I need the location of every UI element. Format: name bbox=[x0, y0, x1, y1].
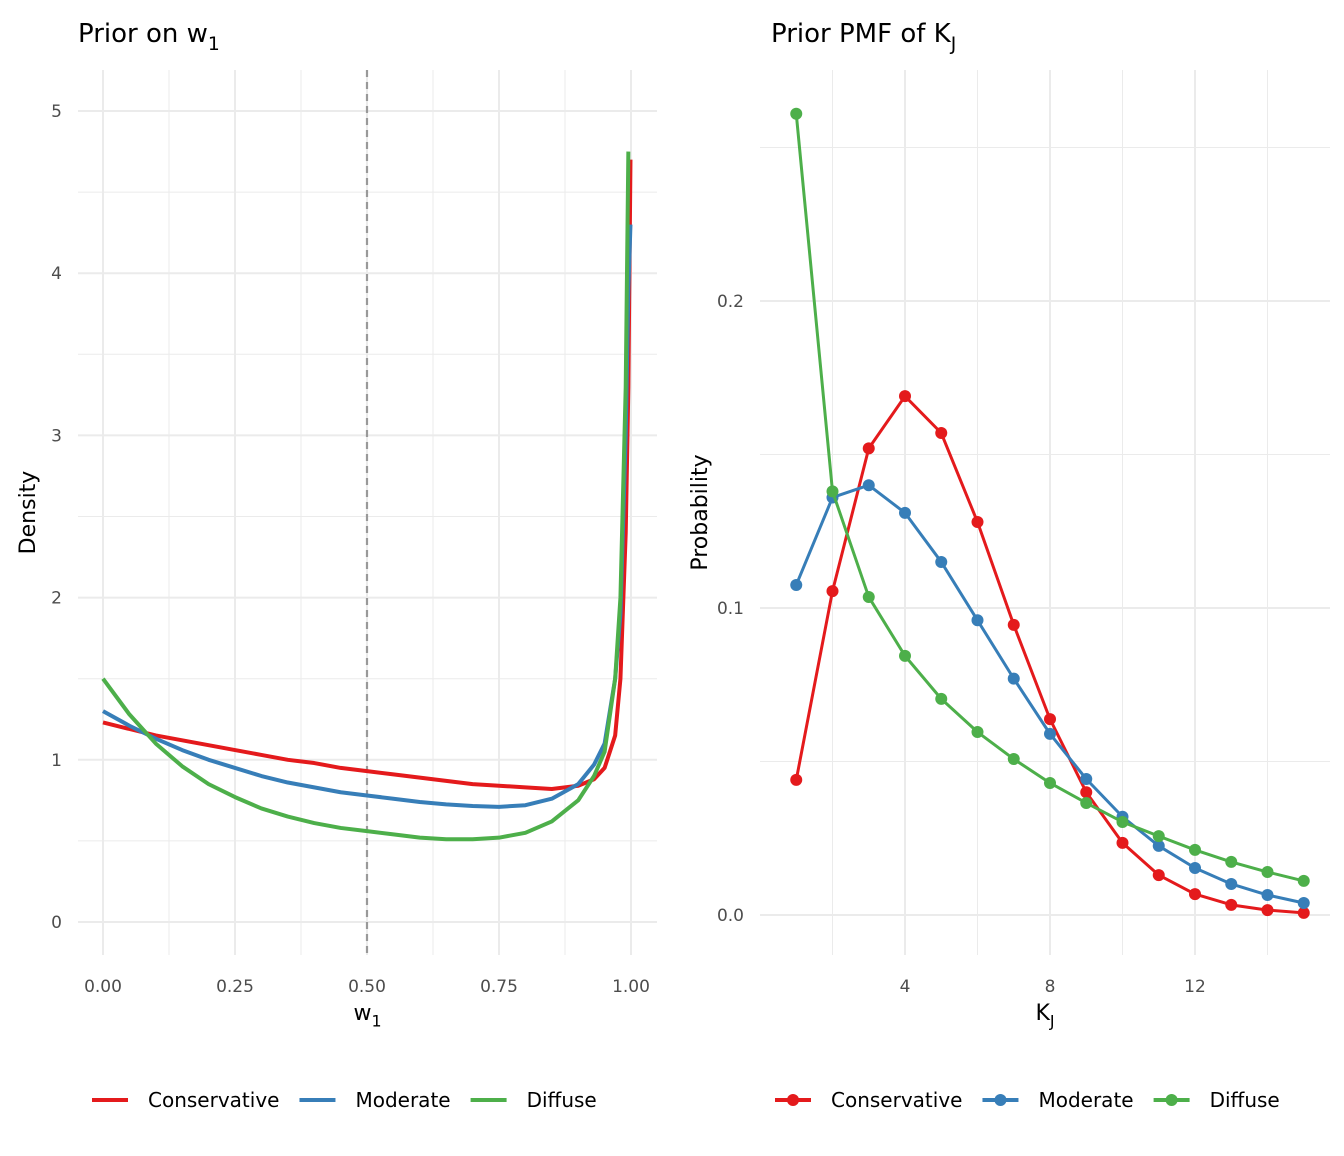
legend-item-moderate: Moderate bbox=[299, 1088, 451, 1112]
x-tick-label: 0.50 bbox=[348, 977, 386, 997]
y-axis-label: Density bbox=[16, 471, 41, 555]
y-tick-label: 0 bbox=[51, 913, 62, 933]
panel-1: 0.00 0.25 0.50 0.75 1.00 0 1 2 3 4 5 Prior on w1 w1 D… bbox=[16, 19, 657, 1112]
data-point-conservative bbox=[1297, 906, 1310, 919]
legend-label: Moderate bbox=[355, 1088, 450, 1112]
x-tick-label: 1.00 bbox=[612, 977, 650, 997]
legend-key-point bbox=[787, 1094, 799, 1106]
legend-label: Diffuse bbox=[527, 1088, 597, 1112]
data-point-conservative bbox=[1116, 836, 1129, 849]
x-tick-label: 0.75 bbox=[480, 977, 518, 997]
panel-2: 4 8 12 0.0 0.1 0.2 Prior PMF of KJ KJ Probabilit… bbox=[688, 19, 1330, 1112]
data-point-diffuse bbox=[935, 692, 948, 705]
data-point-diffuse bbox=[1044, 776, 1056, 789]
data-point-moderate bbox=[899, 506, 911, 519]
data-point-conservative bbox=[1261, 904, 1274, 917]
data-point-conservative bbox=[862, 442, 875, 455]
legend-key-point bbox=[994, 1094, 1007, 1106]
data-point-conservative bbox=[1044, 713, 1056, 726]
data-point-diffuse bbox=[826, 485, 839, 498]
data-point-diffuse bbox=[1297, 874, 1310, 887]
legend-label: Conservative bbox=[148, 1088, 279, 1112]
legend-item-conservative: Conservative bbox=[775, 1088, 962, 1112]
data-point-moderate bbox=[1007, 672, 1020, 685]
data-point-conservative bbox=[971, 516, 984, 529]
data-point-conservative bbox=[1152, 869, 1165, 882]
data-point-moderate bbox=[1261, 889, 1274, 902]
x-tick-label: 0.00 bbox=[84, 977, 122, 997]
chart-title: Prior PMF of KJ bbox=[771, 19, 956, 55]
data-point-diffuse bbox=[862, 590, 875, 603]
x-tick-label: 8 bbox=[1045, 977, 1056, 997]
y-tick-label: 0.2 bbox=[717, 292, 744, 312]
legend-label: Diffuse bbox=[1210, 1088, 1280, 1112]
legend-item-diffuse: Diffuse bbox=[470, 1088, 597, 1112]
x-tick-label: 0.25 bbox=[216, 977, 254, 997]
data-point-conservative bbox=[935, 427, 948, 440]
x-axis-label: w1 bbox=[353, 1001, 381, 1031]
data-point-conservative bbox=[899, 390, 911, 403]
series-line-diffuse bbox=[101, 151, 631, 842]
legend: Conservative Moderate Diffuse bbox=[92, 1088, 597, 1112]
data-point-moderate bbox=[1189, 862, 1201, 875]
y-tick-label: 1 bbox=[51, 751, 62, 771]
x-tick-label: 12 bbox=[1184, 977, 1206, 997]
y-tick-label: 0.1 bbox=[717, 599, 744, 619]
data-point-diffuse bbox=[1080, 796, 1093, 809]
data-point-moderate bbox=[1225, 877, 1238, 890]
data-point-diffuse bbox=[971, 726, 984, 739]
x-tick-label: 4 bbox=[900, 977, 911, 997]
y-axis-label: Probability bbox=[688, 454, 713, 570]
data-point-moderate bbox=[1152, 839, 1165, 852]
y-tick-label: 4 bbox=[51, 264, 62, 284]
data-point-conservative bbox=[1080, 786, 1093, 799]
data-point-diffuse bbox=[1225, 855, 1238, 868]
y-tick-label: 3 bbox=[51, 426, 62, 446]
legend-item-moderate: Moderate bbox=[982, 1088, 1134, 1112]
x-axis-label: KJ bbox=[1035, 1001, 1054, 1031]
data-point-diffuse bbox=[790, 107, 803, 120]
legend: Conservative Moderate Diffuse bbox=[775, 1088, 1280, 1112]
data-point-conservative bbox=[1225, 898, 1238, 911]
data-point-diffuse bbox=[1152, 830, 1165, 843]
data-point-diffuse bbox=[1007, 753, 1020, 766]
data-point-diffuse bbox=[899, 649, 911, 662]
y-tick-label: 0.0 bbox=[717, 906, 744, 926]
data-point-moderate bbox=[1044, 727, 1056, 740]
legend-item-diffuse: Diffuse bbox=[1153, 1088, 1280, 1112]
chart-title: Prior on w1 bbox=[78, 19, 220, 55]
data-point-conservative bbox=[1007, 618, 1020, 631]
y-tick-label: 5 bbox=[51, 102, 62, 122]
legend-label: Moderate bbox=[1038, 1088, 1133, 1112]
data-point-diffuse bbox=[1189, 843, 1201, 856]
data-point-moderate bbox=[1297, 897, 1310, 910]
legend-key-point bbox=[1165, 1094, 1178, 1106]
legend-label: Conservative bbox=[831, 1088, 962, 1112]
data-point-diffuse bbox=[1116, 815, 1129, 828]
series-line-conservative bbox=[102, 159, 633, 791]
data-point-moderate bbox=[790, 578, 803, 591]
data-point-conservative bbox=[1189, 888, 1201, 901]
data-point-moderate bbox=[862, 479, 875, 492]
y-tick-label: 2 bbox=[51, 589, 62, 609]
data-point-moderate bbox=[935, 555, 948, 568]
data-point-conservative bbox=[790, 773, 803, 786]
legend-item-conservative: Conservative bbox=[92, 1088, 279, 1112]
data-point-moderate bbox=[1080, 772, 1093, 785]
data-point-diffuse bbox=[1261, 866, 1274, 879]
data-point-moderate bbox=[971, 614, 984, 627]
data-point-conservative bbox=[826, 585, 839, 598]
